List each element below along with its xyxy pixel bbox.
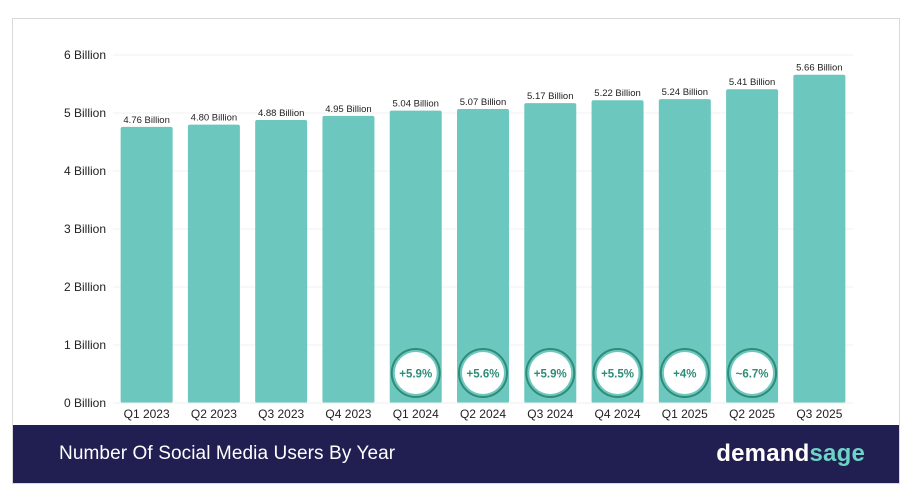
bar — [726, 89, 779, 403]
bar — [524, 103, 577, 403]
x-tick-label: Q2 2025 — [729, 407, 775, 421]
bar — [793, 74, 846, 403]
chart-frame: 0 Billion 1 Billion 2 Billion 3 Billion 4 Bi… — [12, 18, 900, 484]
growth-badge-label: +5.5% — [601, 369, 634, 381]
x-tick-label: Q2 2024 — [460, 407, 506, 421]
bar — [255, 119, 308, 404]
brand-text-demand: demand — [716, 440, 810, 467]
y-tick-label: 1 Billion — [64, 338, 106, 352]
bar-value-label: 5.04 Billion — [392, 99, 438, 110]
x-tick-label: Q2 2023 — [191, 407, 237, 421]
x-tick-label: Q3 2024 — [527, 407, 573, 421]
bar-value-label: 5.22 Billion — [594, 88, 640, 99]
y-tick-label: 4 Billion — [64, 164, 106, 178]
bar — [457, 108, 509, 403]
bar-value-label: 4.80 Billion — [191, 113, 237, 124]
growth-badge-inner — [462, 352, 504, 394]
x-tick-label: Q3 2023 — [258, 407, 304, 421]
growth-badge-inner — [394, 352, 437, 394]
bar-value-label: 4.95 Billion — [325, 104, 371, 115]
growth-badge-inner — [731, 352, 774, 394]
y-tick-label: 5 Billion — [64, 106, 106, 120]
x-tick-label: Q3 2025 — [796, 407, 842, 421]
growth-badge-inner — [663, 352, 706, 394]
growth-badge-label: +5.6% — [467, 369, 500, 381]
bar-value-label: 5.41 Billion — [729, 77, 775, 88]
bar-value-label: 4.76 Billion — [123, 115, 169, 126]
bar — [322, 115, 375, 404]
footer-title: Number Of Social Media Users By Year — [59, 443, 396, 464]
y-tick-label: 3 Billion — [64, 222, 106, 236]
bar — [120, 126, 173, 404]
bar-value-label: 5.07 Billion — [460, 97, 506, 108]
bar-chart: 0 Billion 1 Billion 2 Billion 3 Billion 4 Bi… — [64, 48, 853, 421]
x-tick-label: Q1 2023 — [124, 407, 170, 421]
growth-badge-label: ~6.7% — [736, 369, 769, 381]
x-tick-label: Q1 2025 — [662, 407, 708, 421]
growth-badge-label: +5.9% — [399, 369, 432, 381]
bar-value-label: 5.66 Billion — [796, 63, 842, 74]
bar-value-label: 5.24 Billion — [662, 87, 708, 98]
brand-text-sage: sage — [809, 440, 865, 467]
x-tick-label: Q4 2023 — [325, 407, 371, 421]
chart-footer: Number Of Social Media Users By Year dem… — [13, 425, 899, 483]
x-tick-label: Q4 2024 — [595, 407, 641, 421]
bar — [591, 100, 644, 404]
y-tick-label: 2 Billion — [64, 280, 106, 294]
growth-badge-inner — [529, 352, 572, 394]
bar — [187, 124, 240, 403]
bar — [658, 99, 711, 403]
bar-value-label: 4.88 Billion — [258, 108, 304, 119]
bar-value-label: 5.17 Billion — [527, 91, 573, 102]
brand-logo: demand sage — [716, 440, 865, 468]
bar — [389, 110, 442, 404]
x-tick-label: Q1 2024 — [393, 407, 439, 421]
growth-badge-label: +5.9% — [534, 369, 567, 381]
y-tick-label: 6 Billion — [64, 48, 106, 62]
growth-badge-label: +4% — [673, 369, 696, 381]
growth-badge-inner — [596, 352, 639, 394]
y-tick-label: 0 Billion — [64, 396, 106, 410]
